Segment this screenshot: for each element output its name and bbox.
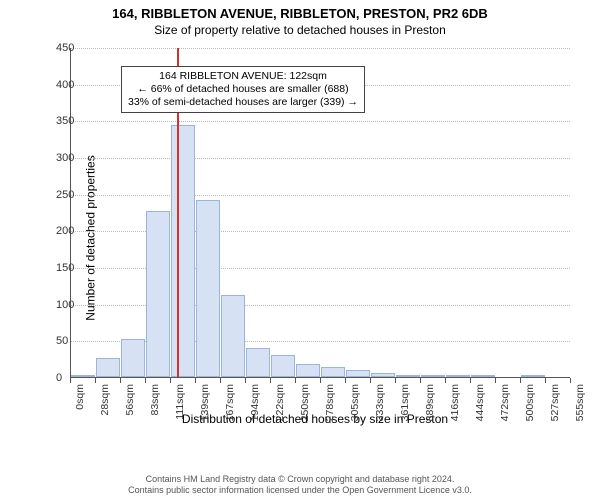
x-tick-mark: [70, 378, 71, 383]
footer-line1: Contains HM Land Registry data © Crown c…: [0, 474, 600, 485]
y-tick-label: 0: [56, 372, 64, 384]
histogram-bar: [96, 358, 120, 377]
gridline: [71, 158, 570, 159]
gridline: [71, 48, 570, 49]
x-tick-label: 194sqm: [249, 384, 261, 421]
y-tick-label: 350: [56, 115, 64, 127]
annotation-line2: ← 66% of detached houses are smaller (68…: [128, 83, 358, 96]
x-tick-label: 83sqm: [149, 384, 161, 416]
histogram-bar: [321, 367, 345, 377]
y-tick-label: 200: [56, 225, 64, 237]
histogram-bar: [121, 339, 145, 377]
x-tick-label: 389sqm: [424, 384, 436, 421]
x-tick-label: 0sqm: [74, 384, 86, 410]
y-tick-label: 50: [56, 335, 64, 347]
histogram-chart: Number of detached properties 164 RIBBLE…: [50, 48, 580, 428]
x-tick-mark: [395, 378, 396, 383]
x-tick-label: 56sqm: [124, 384, 136, 416]
x-tick-label: 416sqm: [449, 384, 461, 421]
x-tick-label: 305sqm: [349, 384, 361, 421]
x-tick-label: 472sqm: [499, 384, 511, 421]
histogram-bar: [296, 364, 320, 377]
annotation-line1: 164 RIBBLETON AVENUE: 122sqm: [128, 70, 358, 83]
x-tick-mark: [345, 378, 346, 383]
x-tick-mark: [95, 378, 96, 383]
x-tick-mark: [145, 378, 146, 383]
x-tick-label: 28sqm: [99, 384, 111, 416]
annotation-box: 164 RIBBLETON AVENUE: 122sqm ← 66% of de…: [121, 66, 365, 113]
histogram-bar: [221, 295, 245, 377]
x-tick-label: 167sqm: [224, 384, 236, 421]
x-tick-mark: [320, 378, 321, 383]
x-tick-label: 527sqm: [549, 384, 561, 421]
x-tick-label: 139sqm: [199, 384, 211, 421]
y-tick-label: 450: [56, 42, 64, 54]
histogram-bar: [71, 375, 95, 377]
x-tick-mark: [545, 378, 546, 383]
x-tick-mark: [120, 378, 121, 383]
x-tick-label: 111sqm: [174, 384, 186, 420]
x-tick-mark: [220, 378, 221, 383]
x-tick-label: 222sqm: [274, 384, 286, 421]
x-tick-mark: [520, 378, 521, 383]
footer-line2: Contains public sector information licen…: [0, 485, 600, 496]
histogram-bar: [146, 211, 170, 377]
x-tick-label: 250sqm: [299, 384, 311, 421]
y-tick-label: 150: [56, 262, 64, 274]
gridline: [71, 121, 570, 122]
histogram-bar: [521, 375, 545, 377]
x-tick-label: 333sqm: [374, 384, 386, 421]
x-tick-label: 444sqm: [474, 384, 486, 421]
histogram-bar: [471, 375, 495, 377]
page-title-line2: Size of property relative to detached ho…: [0, 23, 600, 37]
histogram-bar: [271, 355, 295, 377]
x-tick-label: 361sqm: [399, 384, 411, 421]
x-tick-mark: [570, 378, 571, 383]
x-tick-mark: [420, 378, 421, 383]
x-tick-mark: [495, 378, 496, 383]
x-tick-mark: [245, 378, 246, 383]
x-tick-mark: [470, 378, 471, 383]
x-tick-label: 555sqm: [574, 384, 586, 421]
y-tick-label: 300: [56, 152, 64, 164]
x-tick-mark: [445, 378, 446, 383]
page-title-line1: 164, RIBBLETON AVENUE, RIBBLETON, PRESTO…: [0, 6, 600, 21]
y-tick-label: 250: [56, 189, 64, 201]
histogram-bar: [171, 125, 195, 377]
x-tick-mark: [295, 378, 296, 383]
histogram-bar: [421, 375, 445, 377]
x-tick-mark: [270, 378, 271, 383]
y-tick-label: 400: [56, 79, 64, 91]
histogram-bar: [196, 200, 220, 377]
gridline: [71, 195, 570, 196]
y-tick-label: 100: [56, 299, 64, 311]
plot-area: 164 RIBBLETON AVENUE: 122sqm ← 66% of de…: [70, 48, 570, 378]
histogram-bar: [446, 375, 470, 377]
x-tick-label: 278sqm: [324, 384, 336, 421]
x-tick-label: 500sqm: [524, 384, 536, 421]
histogram-bar: [346, 370, 370, 377]
histogram-bar: [246, 348, 270, 377]
x-tick-mark: [195, 378, 196, 383]
histogram-bar: [396, 375, 420, 377]
footer-attribution: Contains HM Land Registry data © Crown c…: [0, 474, 600, 497]
x-tick-mark: [170, 378, 171, 383]
histogram-bar: [371, 373, 395, 377]
x-tick-mark: [370, 378, 371, 383]
annotation-line3: 33% of semi-detached houses are larger (…: [128, 96, 358, 109]
